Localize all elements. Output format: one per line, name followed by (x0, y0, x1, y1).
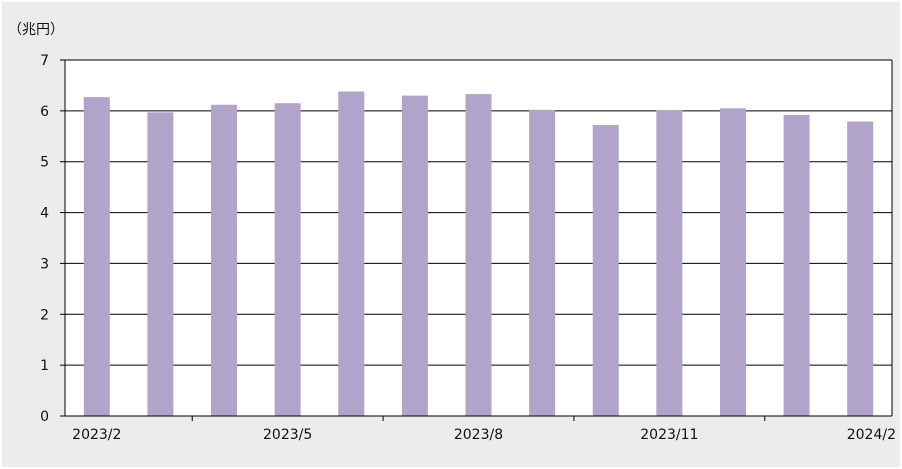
bar-2023/10 (592, 125, 619, 417)
x-tick-label-2023/2: 2023/2 (72, 427, 121, 443)
y-tick-label-7: 7 (40, 53, 49, 69)
x-tick-label-2023/11: 2023/11 (640, 427, 698, 443)
bar-2023/6 (338, 91, 365, 416)
bars (83, 91, 874, 417)
bar-2023/2 (83, 97, 110, 416)
x-tick-labels: 2023/2 2023/5 2023/8 2023/11 2024/2 (72, 427, 896, 443)
bar-2023/11 (656, 110, 683, 416)
bar-2023/4 (211, 104, 238, 417)
bar-2024/1 (783, 114, 810, 416)
x-tick-label-2024/2: 2024/2 (847, 427, 896, 443)
y-tick-label-2: 2 (40, 307, 49, 323)
bar-2024/2 (847, 121, 874, 416)
bar-2023/3 (147, 112, 174, 416)
y-tick-label-1: 1 (40, 358, 49, 374)
y-tick-label-0: 0 (40, 409, 49, 425)
unit-label: （兆円） (8, 22, 64, 38)
bar-2023/8 (465, 94, 492, 417)
y-tick-label-4: 4 (40, 206, 49, 222)
y-tick-label-5: 5 (40, 155, 49, 171)
bar-2023/5 (274, 103, 301, 416)
bar-2023/9 (529, 109, 556, 416)
y-tick-label-6: 6 (40, 104, 49, 120)
bar-2023/12 (719, 108, 746, 417)
bar-2023/7 (401, 95, 428, 416)
axes (64, 60, 893, 421)
y-tick-label-3: 3 (40, 256, 49, 272)
y-tick-labels: 0 1 2 3 4 5 6 7 (40, 53, 49, 425)
x-tick-label-2023/8: 2023/8 (454, 427, 503, 443)
x-tick-label-2023/5: 2023/5 (263, 427, 312, 443)
